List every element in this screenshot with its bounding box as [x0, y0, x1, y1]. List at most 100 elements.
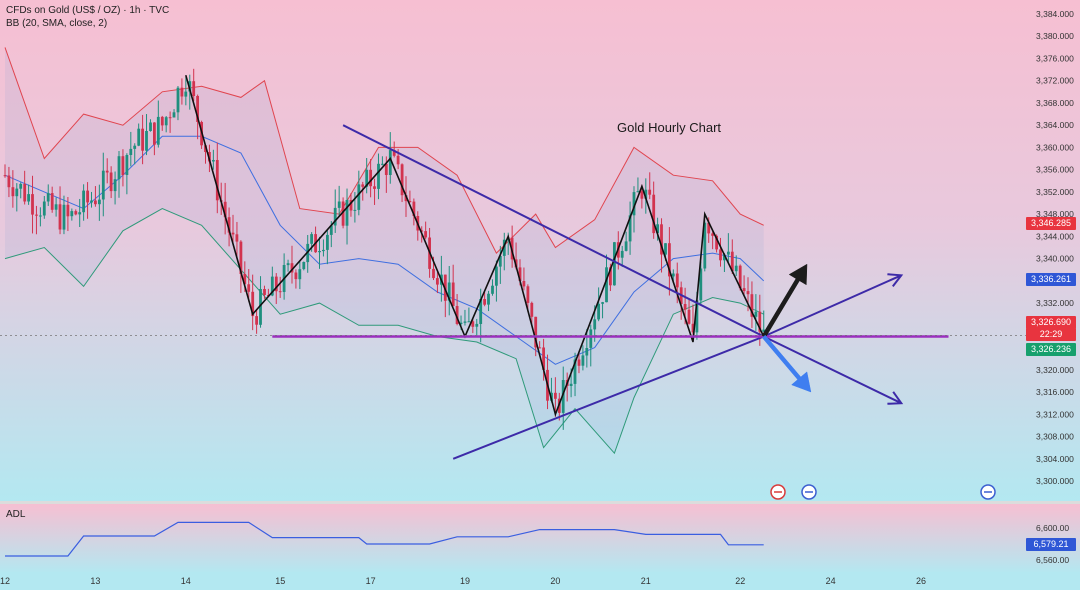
candle-body — [542, 347, 545, 370]
candle-body — [400, 164, 404, 196]
candle-body — [687, 309, 691, 324]
candle-body — [184, 91, 188, 97]
candle-body — [675, 273, 679, 288]
candle-body — [160, 116, 164, 126]
candle-body — [274, 276, 278, 292]
candle-body — [530, 302, 534, 317]
candle-body — [392, 150, 396, 156]
candle-body — [365, 169, 369, 187]
candle-body — [589, 329, 593, 348]
candle-body — [27, 194, 30, 202]
candle-body — [396, 155, 400, 165]
candle-body — [381, 163, 384, 165]
candle-body — [215, 160, 219, 201]
adl-indicator-label[interactable]: ADL — [6, 509, 26, 520]
ascending-trendline-arrowhead — [887, 273, 904, 288]
candle-body — [113, 179, 117, 192]
candle-body — [145, 131, 148, 151]
candle-body — [463, 321, 467, 323]
price-tick-label: 3,332.000 — [1036, 298, 1074, 308]
candle-body — [538, 347, 542, 349]
candle-body — [762, 329, 766, 332]
candle-body — [609, 267, 612, 286]
candle-body — [746, 291, 750, 295]
candle-body — [11, 187, 15, 197]
candle-body — [585, 348, 589, 356]
candle-body — [286, 263, 290, 266]
candle-body — [683, 304, 687, 310]
time-tick-label: 15 — [275, 576, 285, 586]
candle-body — [479, 299, 483, 324]
price-tag: 3,326.690 — [1026, 315, 1076, 329]
candle-body — [577, 359, 581, 366]
candle-body — [412, 201, 416, 216]
candle-body — [624, 241, 628, 251]
candle-body — [408, 201, 412, 203]
candle-body — [640, 191, 644, 199]
candle-body — [243, 274, 247, 285]
candle-body — [569, 383, 573, 386]
candle-body — [310, 234, 313, 244]
price-tick-label: 3,376.000 — [1036, 54, 1074, 64]
candle-body — [35, 214, 38, 216]
candle-body — [192, 81, 196, 96]
price-tick-label: 3,348.000 — [1036, 209, 1074, 219]
candle-body — [703, 222, 707, 269]
candle-body — [695, 300, 699, 333]
candle-body — [251, 291, 255, 317]
candle-body — [593, 319, 597, 330]
adl-tick-label: 6,560.00 — [1036, 555, 1069, 565]
time-tick-label: 13 — [90, 576, 100, 586]
time-tick-label: 21 — [641, 576, 651, 586]
price-tick-label: 3,364.000 — [1036, 120, 1074, 130]
candle-body — [125, 155, 129, 175]
candle-body — [613, 242, 616, 286]
candle-body — [357, 184, 361, 210]
candle-body — [82, 190, 85, 213]
candle-body — [302, 262, 306, 270]
main-panel-bg — [0, 0, 1080, 502]
candle-body — [369, 169, 372, 187]
candle-body — [318, 251, 321, 253]
candle-body — [78, 212, 82, 215]
candle-body — [23, 183, 27, 202]
candle-body — [758, 311, 762, 332]
candle-body — [699, 268, 703, 301]
candle-body — [656, 224, 659, 234]
adl-last-value-tag: 6,579.21 — [1026, 538, 1076, 552]
candle-body — [487, 293, 490, 305]
candle-body — [522, 281, 526, 287]
price-tick-label: 3,372.000 — [1036, 76, 1074, 86]
candle-body — [156, 116, 160, 145]
candle-body — [337, 201, 341, 208]
candle-body — [164, 117, 168, 126]
candle-body — [719, 249, 722, 261]
bearish-scenario-arrow — [761, 334, 812, 393]
candle-body — [235, 234, 239, 242]
candle-body — [581, 355, 585, 366]
candle-body — [597, 303, 600, 320]
descending-trendline-arrowhead — [887, 391, 904, 405]
candle-body — [727, 251, 730, 255]
panel-divider — [0, 501, 1080, 504]
time-tick-label: 19 — [460, 576, 470, 586]
candle-body — [498, 255, 502, 267]
symbol-title[interactable]: CFDs on Gold (US$ / OZ) · 1h · TVC — [6, 5, 170, 16]
candle-body — [70, 211, 74, 217]
candle-body — [42, 201, 46, 216]
candle-body — [54, 204, 58, 210]
candle-body — [711, 233, 714, 236]
candle-body — [573, 359, 577, 384]
candle-body — [329, 225, 333, 235]
candle-body — [98, 199, 101, 205]
candle-body — [117, 156, 121, 180]
bb-lower-line — [4, 208, 764, 455]
candle-body — [377, 163, 380, 189]
candle-body — [278, 291, 282, 293]
candle-body — [526, 286, 530, 303]
indicator-legend[interactable]: BB (20, SMA, close, 2) — [6, 18, 108, 29]
candle-body — [601, 302, 604, 304]
price-tag: 22:29 — [1026, 327, 1076, 341]
chart-annotation-title: Gold Hourly Chart — [617, 120, 721, 135]
